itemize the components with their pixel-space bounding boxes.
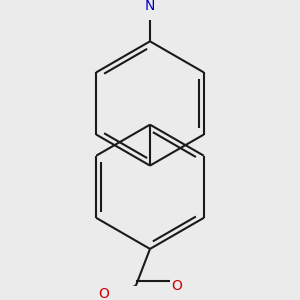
Text: O: O bbox=[98, 287, 109, 300]
Text: O: O bbox=[171, 279, 182, 292]
Text: N: N bbox=[145, 0, 155, 13]
